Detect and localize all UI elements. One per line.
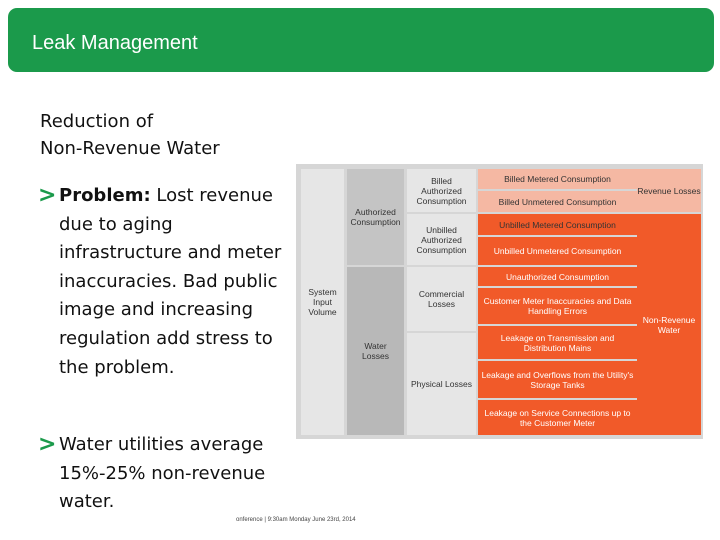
cell-meter-inaccuracies: Customer Meter Inaccuracies and Data Han… xyxy=(478,288,637,324)
bullet-text: Problem: Lost revenue due to aging infra… xyxy=(38,182,288,382)
water-balance-diagram: System Input Volume Authorized Consumpti… xyxy=(296,164,640,439)
subheading-line-1: Reduction of xyxy=(40,111,154,132)
cell-billed-unmetered-consumption: Billed Unmetered Consumption xyxy=(478,191,637,212)
cell-unbilled-authorized-consumption: Unbilled Authorized Consumption xyxy=(407,214,476,265)
cell-billed-authorized-consumption: Billed Authorized Consumption xyxy=(407,169,476,212)
cell-leakage-mains: Leakage on Transmission and Distribution… xyxy=(478,326,637,359)
bullet-average: > Water utilities average 15%-25% non-re… xyxy=(38,431,288,517)
bullet-problem: > Problem: Lost revenue due to aging inf… xyxy=(38,182,288,382)
cell-billed-metered-consumption: Billed Metered Consumption xyxy=(478,169,637,189)
subheading: Reduction of Non-Revenue Water xyxy=(40,108,280,162)
cell-water-losses: Water Losses xyxy=(347,267,404,435)
footer-text: onference | 9:30am Monday June 23rd, 201… xyxy=(236,517,356,523)
title-banner: Leak Management xyxy=(8,8,714,72)
cell-commercial-losses: Commercial Losses xyxy=(407,267,476,331)
cell-unauthorized-consumption: Unauthorized Consumption xyxy=(478,267,637,286)
page-title: Leak Management xyxy=(32,32,198,54)
cell-non-revenue-water: Non-Revenue Water xyxy=(637,214,701,435)
cell-physical-losses: Physical Losses xyxy=(407,333,476,435)
bullet-marker: > xyxy=(38,183,57,208)
cell-authorized-consumption: Authorized Consumption xyxy=(347,169,404,265)
cell-system-input-volume: System Input Volume xyxy=(301,169,344,435)
cell-leakage-service-connections: Leakage on Service Connections up to the… xyxy=(478,400,637,435)
subheading-line-2: Non-Revenue Water xyxy=(40,138,220,159)
water-balance-right-column: Revenue Losses Non-Revenue Water xyxy=(637,164,703,439)
bullet-body-text: Water utilities average 15%-25% non-reve… xyxy=(59,434,266,513)
bullet-marker: > xyxy=(38,432,57,457)
cell-leakage-storage-tanks: Leakage and Overflows from the Utility's… xyxy=(478,361,637,398)
bullet-body-text: Lost revenue due to aging infrastructure… xyxy=(59,185,282,378)
cell-unbilled-unmetered-consumption: Unbilled Unmetered Consumption xyxy=(478,237,637,265)
cell-unbilled-metered-consumption: Unbilled Metered Consumption xyxy=(478,214,637,235)
cell-revenue-losses: Revenue Losses xyxy=(637,169,701,212)
bullet-strong-label: Problem: xyxy=(59,185,151,206)
